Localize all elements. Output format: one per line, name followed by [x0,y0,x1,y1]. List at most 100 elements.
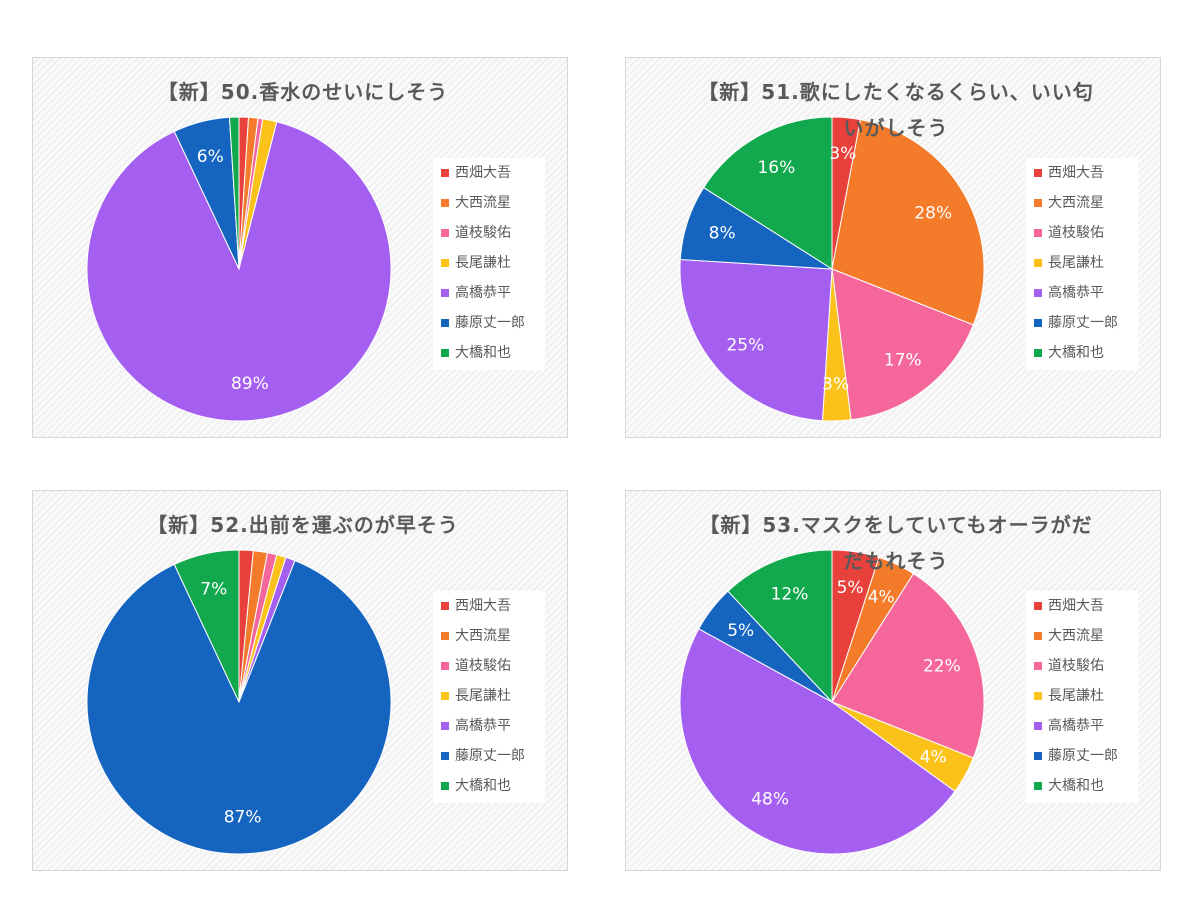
data-label: 48% [751,790,789,810]
legend-label: 大橋和也 [455,778,511,794]
data-label: 3% [829,144,856,164]
legend-swatch [441,722,449,730]
data-label: 17% [884,350,922,370]
data-label: 4% [868,587,895,607]
legend-label: 長尾謙杜 [455,255,511,271]
legend-label: 藤原丈一郎 [455,748,525,764]
legend-box [1026,591,1138,803]
data-label: 89% [231,374,269,394]
data-label: 25% [726,335,764,355]
legend-label: 西畑大吾 [1048,165,1104,181]
chart-panel: 5% 4% 22% 4% 48% 5% 12% 西畑大吾 大西流星 道枝駿佑 長尾謙杜 高橋恭平 藤原丈… [625,490,1161,871]
chart: 3% 28% 17% 3% 25% 8% 16% 西畑大吾大西流星道枝駿佑長尾謙杜高橋恭平藤原… [679,116,1138,422]
legend-swatch [441,782,449,790]
legend-label: 道枝駿佑 [455,225,511,241]
legend-box [433,591,545,803]
legend-swatch [441,199,449,207]
legend-label: 西畑大吾 [455,165,511,181]
data-label: 5% [837,578,864,598]
chart-panel: 3% 28% 17% 3% 25% 8% 16% 西畑大吾大西流星道枝駿佑長尾謙杜高橋恭平藤原… [625,57,1161,438]
legend-swatch [1034,349,1042,357]
chart-panel: 87% 7% 西畑大吾 大西流星 道枝駿佑 長尾謙杜 高橋恭平 藤原丈一郎 大橋和也 【新】52.… [32,490,568,871]
legend-label: 藤原丈一郎 [1048,748,1118,764]
legend-label: 藤原丈一郎 [1048,315,1118,331]
legend-label: 西畑大吾 [455,598,511,614]
legend-swatch [441,319,449,327]
legend-swatch [1034,319,1042,327]
legend-swatch [1034,692,1042,700]
legend-swatch [1034,722,1042,730]
legend-swatch [1034,602,1042,610]
legend-label: 道枝駿佑 [455,658,511,674]
legend-swatch [1034,632,1042,640]
legend-swatch [1034,782,1042,790]
data-label: 28% [914,203,952,223]
pie-slice [228,116,240,270]
legend-label: 道枝駿佑 [1048,225,1104,241]
chart: 5% 4%22%4%48%5%12%西畑大吾大西流星道枝駿佑長尾謙杜高橋恭平藤原丈… [679,549,1138,855]
legend-label: 藤原丈一郎 [455,315,525,331]
legend-label: 長尾謙杜 [1048,255,1104,271]
legend-label: 長尾謙杜 [455,688,511,704]
pie-slice [831,268,974,421]
legend-label: 高橋恭平 [455,284,511,301]
chart-title: 【新】53.マスクをしていてもオーラがだだもれそう [699,513,1093,573]
pie-slice [727,549,833,704]
legend-label: 高橋恭平 [455,717,511,734]
legend-swatch [441,259,449,267]
data-label: 6% [197,147,224,167]
chart-title: 【新】50.香水のせいにしそう [157,80,449,104]
data-label: 22% [923,656,961,676]
legend-label: 大西流星 [455,628,511,644]
legend-swatch [441,229,449,237]
legend-swatch [1034,169,1042,177]
pie-slice [86,560,392,855]
legend-label: 大西流星 [1048,628,1104,644]
legend-swatch [441,349,449,357]
legend-box [1026,158,1138,370]
data-label: 7% [200,579,227,599]
pie-slice [86,121,392,422]
pie-slice [679,628,956,855]
legend-swatch [441,692,449,700]
data-label: 16% [757,158,795,178]
legend-label: 大橋和也 [455,345,511,361]
legend-label: 高橋恭平 [1048,284,1104,301]
legend-label: 高橋恭平 [1048,717,1104,734]
legend-label: 大橋和也 [1048,345,1104,361]
pie-slice [702,116,833,270]
legend-swatch [441,752,449,760]
legend-label: 大橋和也 [1048,778,1104,794]
data-label: 87% [224,807,262,827]
legend-swatch [441,289,449,297]
legend-label: 西畑大吾 [1048,598,1104,614]
data-label: 3% [822,374,849,394]
legend-swatch [441,169,449,177]
pie-slice [173,549,240,703]
legend-label: 道枝駿佑 [1048,658,1104,674]
legend-swatch [1034,259,1042,267]
legend-swatch [441,602,449,610]
chart-panel: 89% 6% 西畑大吾大西流星道枝駿佑長尾謙杜高橋恭平藤原丈一郎大橋和也 【新】50.… [32,57,568,438]
legend-swatch [441,632,449,640]
data-label: 4% [920,748,947,768]
legend-swatch [1034,199,1042,207]
legend-label: 大西流星 [1048,195,1104,211]
legend-box [433,158,545,370]
legend-swatch [441,662,449,670]
pie-slice [831,119,985,326]
legend-label: 大西流星 [455,195,511,211]
data-label: 8% [709,223,736,243]
legend-swatch [1034,662,1042,670]
legend-label: 長尾謙杜 [1048,688,1104,704]
pie-slice [679,258,833,422]
legend-swatch [1034,229,1042,237]
legend-swatch [1034,752,1042,760]
chart-title: 【新】51.歌にしたくなるくらい、いい匂いがしそう [698,80,1094,140]
legend-swatch [1034,289,1042,297]
pie-slice [831,572,985,759]
data-label: 12% [771,585,809,605]
